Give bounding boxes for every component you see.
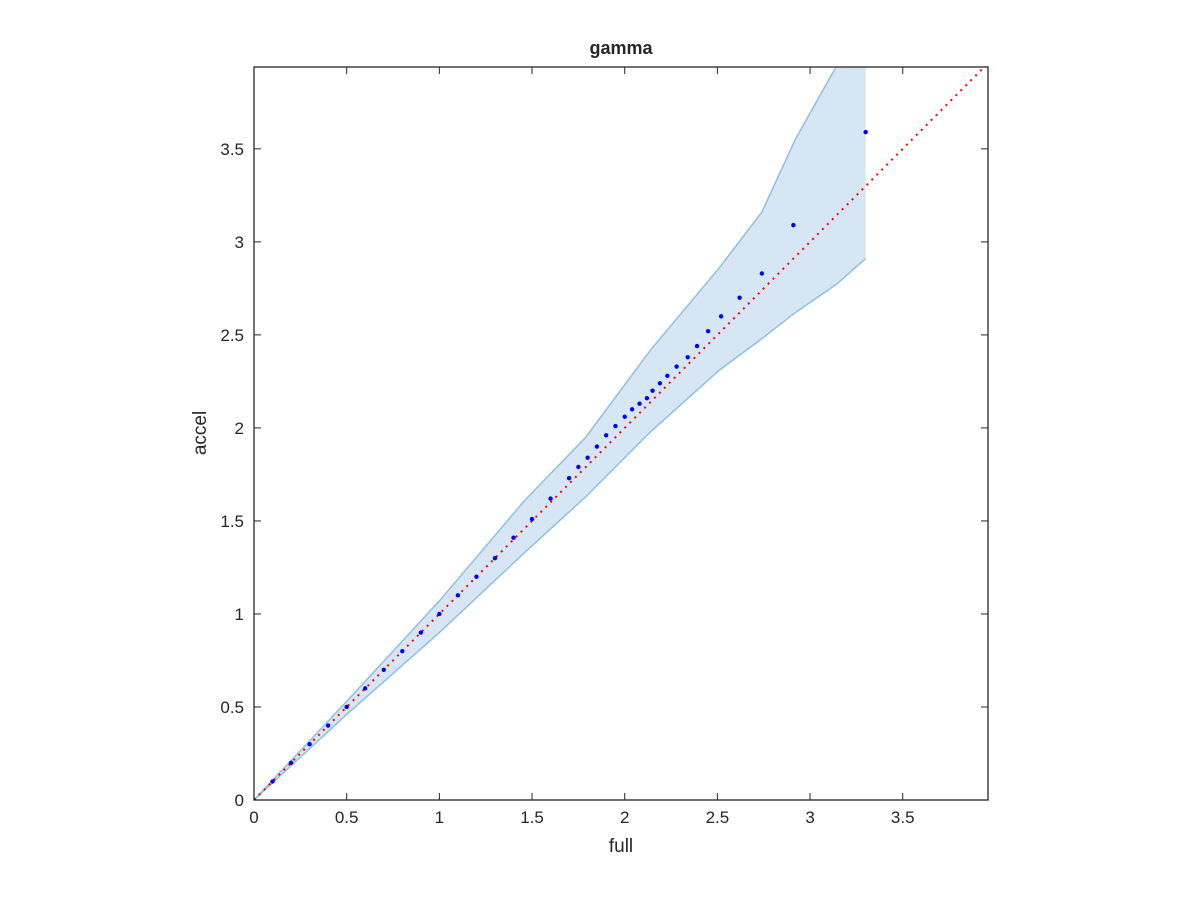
point xyxy=(288,760,294,765)
point xyxy=(325,723,331,728)
point xyxy=(694,343,700,349)
confidence-band xyxy=(254,67,866,800)
x-tick-label: 0.5 xyxy=(335,808,359,827)
point xyxy=(613,423,618,429)
point xyxy=(637,401,642,406)
point xyxy=(594,444,600,449)
y-tick-label: 1.5 xyxy=(220,512,244,531)
y-tick-label: 0 xyxy=(235,791,244,810)
band-lower xyxy=(254,258,867,800)
point xyxy=(455,593,461,598)
point xyxy=(650,388,655,393)
x-tick-label: 0 xyxy=(249,808,258,827)
y-tick-label: 1 xyxy=(235,605,244,624)
point xyxy=(718,314,724,319)
y-axis-label: accel xyxy=(190,411,211,455)
point xyxy=(307,741,312,747)
point xyxy=(511,535,516,540)
x-tick-label: 2.5 xyxy=(706,808,730,827)
point xyxy=(492,555,498,561)
point xyxy=(548,496,553,501)
point xyxy=(400,648,405,654)
point xyxy=(629,407,635,412)
x-tick-label: 1.5 xyxy=(520,808,544,827)
point xyxy=(657,381,663,386)
reference-line xyxy=(254,67,986,800)
plot-area xyxy=(254,67,986,800)
point xyxy=(603,433,609,438)
point xyxy=(566,475,572,481)
x-axis-label: full xyxy=(609,836,633,857)
y-tick-label: 2.5 xyxy=(220,326,244,345)
point xyxy=(705,328,711,334)
y-tick-label: 3 xyxy=(235,233,244,252)
point xyxy=(644,395,650,401)
point xyxy=(576,464,581,470)
point xyxy=(474,574,479,579)
point xyxy=(418,630,424,635)
x-tick-label: 1 xyxy=(435,808,444,827)
point xyxy=(622,414,627,419)
x-tick-label: 3.5 xyxy=(891,808,915,827)
point xyxy=(665,373,670,379)
point xyxy=(381,667,386,672)
axes-box xyxy=(253,66,989,801)
point xyxy=(529,516,535,522)
point xyxy=(759,271,765,276)
point xyxy=(685,355,690,360)
x-tick-label: 3 xyxy=(805,808,814,827)
point xyxy=(737,295,742,300)
point xyxy=(863,129,868,135)
point xyxy=(791,222,796,228)
y-tick-label: 0.5 xyxy=(220,698,244,717)
chart-title: gamma xyxy=(589,38,653,58)
y-tick-label: 2 xyxy=(235,419,244,438)
point xyxy=(363,686,368,691)
y-tick-label: 3.5 xyxy=(220,140,244,159)
point xyxy=(437,611,442,617)
point xyxy=(270,779,275,784)
x-tick-label: 2 xyxy=(620,808,629,827)
band-upper xyxy=(254,67,837,800)
point xyxy=(585,455,590,460)
point xyxy=(674,364,679,369)
point xyxy=(344,704,349,710)
